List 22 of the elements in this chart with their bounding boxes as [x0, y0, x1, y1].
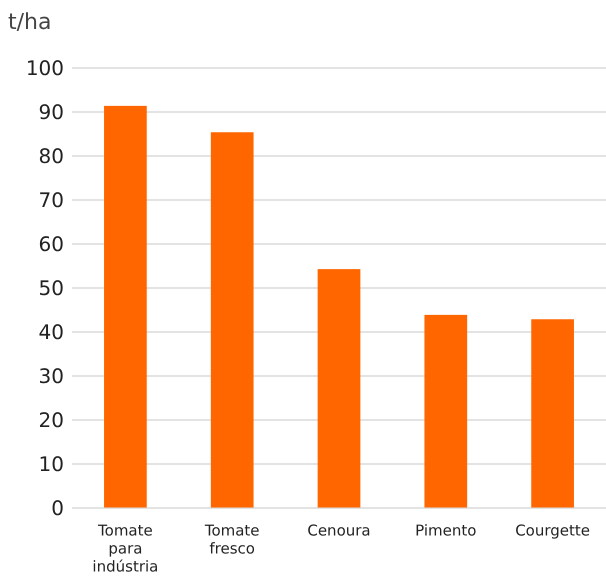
y-tick-label: 40 — [38, 320, 64, 344]
y-tick-label: 10 — [38, 452, 64, 476]
bar — [531, 319, 574, 508]
y-tick-label: 0 — [51, 496, 64, 520]
bar — [424, 314, 468, 508]
y-tick-label: 80 — [38, 144, 64, 168]
y-tick-label: 90 — [38, 100, 64, 124]
x-tick-label: Cenoura — [307, 522, 371, 540]
y-tick-label: 100 — [26, 56, 64, 80]
x-tick-label: Tomate para indústria — [92, 522, 158, 576]
y-tick-label: 20 — [38, 408, 64, 432]
bar — [104, 106, 147, 508]
y-tick-label: 70 — [38, 188, 64, 212]
x-tick-label: Tomate fresco — [204, 522, 260, 558]
bar — [210, 132, 254, 508]
y-tick-label: 30 — [38, 364, 64, 388]
x-tick-label: Pimento — [415, 522, 476, 540]
y-tick-label: 50 — [38, 276, 64, 300]
y-tick-label: 60 — [38, 232, 64, 256]
bar — [318, 269, 360, 508]
y-axis-title: t/ha — [8, 10, 52, 35]
x-tick-label: Courgette — [515, 522, 590, 540]
